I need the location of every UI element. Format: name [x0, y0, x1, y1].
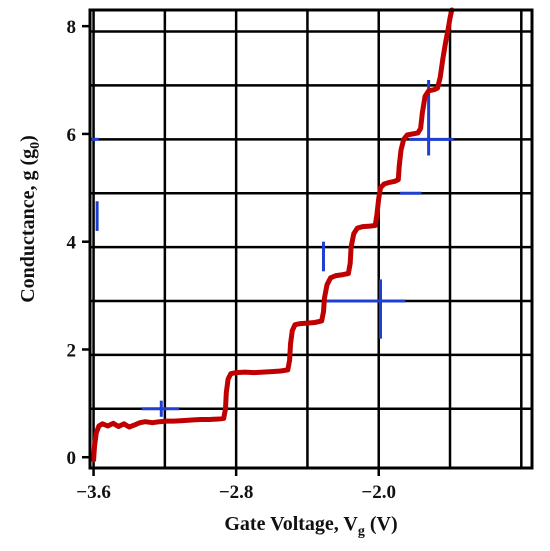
x-axis-label: Gate Voltage, Vg (V) [224, 513, 397, 539]
y-axis-label: Conductance, g (g0) [17, 135, 43, 303]
plot-frame [88, 8, 534, 470]
y-axis-ticks: 0 2 4 6 8 [67, 17, 90, 469]
y-axis-label-unit: ) [17, 135, 39, 142]
x-tick-label: −2.8 [219, 482, 254, 503]
x-axis-label-sub: g [358, 524, 365, 539]
y-tick-label: 6 [67, 125, 77, 146]
highlight-marks [90, 80, 454, 417]
y-axis-label-main: Conductance, g (g [17, 149, 39, 303]
grid-lines [90, 10, 532, 468]
x-tick-label: −2.0 [361, 482, 396, 503]
y-tick-label: 2 [67, 340, 77, 361]
y-tick-label: 0 [67, 448, 77, 469]
data-series [91, 7, 455, 463]
y-tick-label: 8 [67, 17, 77, 38]
x-axis-label-unit: (V) [365, 513, 398, 535]
series-line [91, 7, 455, 463]
y-tick-label: 4 [67, 233, 77, 254]
x-tick-label: −3.6 [76, 482, 111, 503]
y-axis-label-sub: 0 [28, 142, 43, 149]
x-axis-ticks: −3.6 −2.8 −2.0 [76, 468, 396, 503]
x-axis-label-main: Gate Voltage, V [224, 513, 358, 535]
